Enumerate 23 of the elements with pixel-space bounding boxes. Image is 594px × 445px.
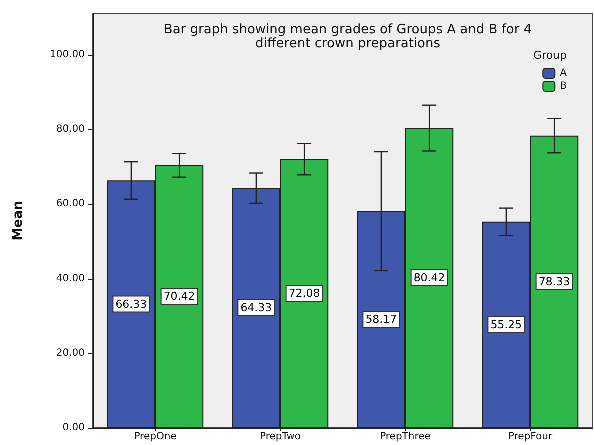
legend-label: A — [560, 68, 568, 79]
legend-title: Group — [534, 49, 568, 62]
data-label: 72.08 — [288, 287, 320, 300]
x-tick-label: PrepFour — [508, 432, 554, 442]
legend-label: B — [560, 81, 568, 92]
x-tick-label: PrepTwo — [260, 432, 301, 442]
y-tick-label: 0.00 — [62, 422, 85, 434]
y-tick-label: 40.00 — [56, 273, 85, 284]
data-label: 70.42 — [164, 290, 196, 304]
x-tick-label: PrepOne — [134, 432, 177, 442]
y-tick-label: 80.00 — [56, 124, 85, 136]
data-label: 64.33 — [240, 302, 272, 315]
data-label: 80.42 — [414, 272, 446, 285]
data-label: 55.25 — [490, 318, 522, 332]
data-label: 58.17 — [366, 313, 398, 326]
y-axis-title: Mean — [11, 201, 26, 241]
data-label: 66.33 — [116, 298, 148, 311]
x-tick-label: PrepThree — [380, 432, 431, 442]
y-tick-label: 60.00 — [56, 198, 85, 210]
y-tick-label: 20.00 — [56, 348, 85, 359]
data-label: 78.33 — [538, 275, 570, 288]
text: Bar graph showing mean grades of Groups A and B for 4 different crown preparations — [164, 22, 532, 52]
y-tick-label: 100.00 — [50, 50, 85, 61]
